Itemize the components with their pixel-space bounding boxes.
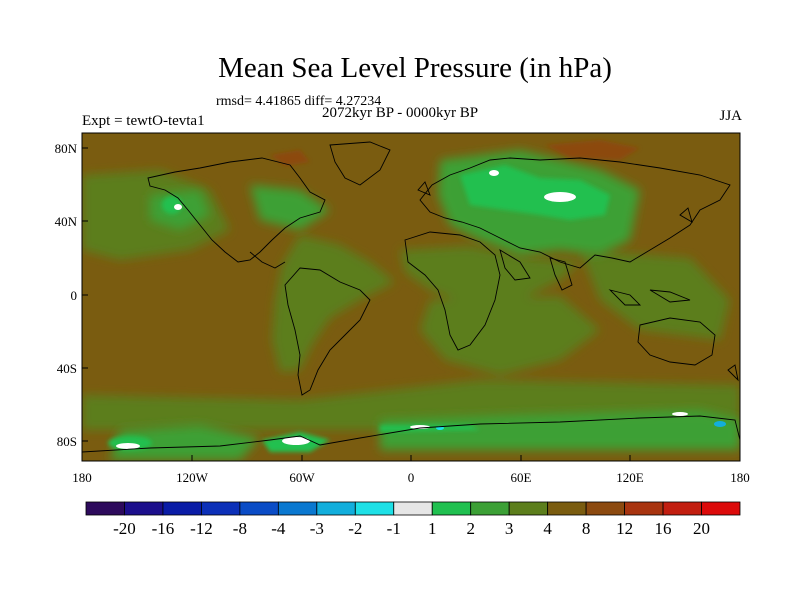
x-tick-label: 0: [408, 470, 415, 485]
colorbar-label: 20: [693, 519, 710, 538]
stats-label: rmsd= 4.41865 diff= 4.27234: [216, 94, 382, 109]
olive-tropical-atlantic-africa: [400, 246, 580, 305]
colorbar-swatch: [701, 501, 741, 516]
experiment-label: Expt = tewtO-tevta1: [82, 113, 205, 129]
colorbar-label: -12: [190, 519, 213, 538]
colorbar-swatch: [624, 501, 664, 516]
colorbar-label: 2: [466, 519, 475, 538]
colorbar-swatch: [470, 501, 510, 516]
colorbar-swatch: [85, 501, 125, 516]
plot-title: Mean Sea Level Pressure (in hPa): [218, 52, 612, 84]
cyan-spot-ross-sea: [714, 421, 726, 427]
white-spot-scandinavia: [489, 170, 499, 176]
colorbar-label: -4: [271, 519, 286, 538]
colorbar-swatch: [393, 501, 433, 516]
colorbar-swatch: [201, 501, 241, 516]
colorbar-labels: -20 -16 -12 -8 -4 -3 -2 -1 1 2 3 4 8 12 16 20: [113, 519, 710, 538]
colorbar-swatch: [508, 501, 549, 516]
colorbar-swatch: [431, 501, 472, 516]
x-tick-label: 60E: [511, 470, 532, 485]
y-tick-label: 80S: [57, 434, 77, 449]
green-antarctic-pacific: [110, 425, 260, 460]
colorbar-label: 8: [582, 519, 591, 538]
y-tick-label: 0: [71, 288, 78, 303]
colorbar-swatch: [239, 501, 279, 516]
white-spot-alaska: [174, 204, 182, 210]
white-spot-siberia: [544, 192, 576, 202]
brown-high-arctic-west: [270, 150, 310, 166]
season-label: JJA: [719, 108, 742, 124]
axis-ticks: [82, 147, 631, 461]
x-tick-label: 180: [730, 470, 750, 485]
coastlines: [82, 141, 740, 453]
colorbar-label: 4: [543, 519, 552, 538]
x-tick-label: 120E: [616, 470, 644, 485]
colorbar-label: -16: [152, 519, 175, 538]
colorbar: [85, 501, 741, 516]
colorbar-label: 1: [428, 519, 437, 538]
colorbar-label: -8: [233, 519, 247, 538]
colorbar-label: -20: [113, 519, 136, 538]
colorbar-label: -1: [387, 519, 401, 538]
y-tick-label: 80N: [55, 141, 78, 156]
colorbar-label: 12: [616, 519, 633, 538]
colorbar-label: 16: [655, 519, 672, 538]
x-tick-label: 180: [72, 470, 92, 485]
y-tick-label: 40S: [57, 361, 77, 376]
white-spot-antarctic-peninsula: [282, 437, 310, 445]
y-tick-label: 40N: [55, 214, 78, 229]
colorbar-swatch: [124, 501, 164, 516]
colorbar-label: -2: [348, 519, 362, 538]
bright-green-siberia: [460, 165, 610, 220]
colorbar-swatch: [585, 501, 625, 516]
colorbar-label: 3: [505, 519, 514, 538]
olive-south-america: [272, 235, 395, 372]
colorbar-swatch: [277, 501, 318, 516]
period-subtitle: 2072kyr BP - 0000kyr BP: [322, 105, 479, 121]
green-north-america-east: [250, 185, 330, 230]
green-antarctic-east: [380, 410, 740, 450]
pressure-field: [82, 133, 740, 461]
colorbar-label: -3: [310, 519, 324, 538]
x-tick-label: 120W: [176, 470, 209, 485]
colorbar-swatch: [547, 501, 587, 516]
olive-maritime-continent: [580, 250, 730, 340]
olive-south-atlantic: [420, 296, 600, 375]
colorbar-swatch: [662, 501, 702, 516]
colorbar-swatch: [354, 501, 395, 516]
colorbar-swatch: [162, 501, 202, 516]
white-spot-east-antarctica: [672, 412, 688, 416]
x-tick-label: 60W: [289, 470, 315, 485]
colorbar-swatch: [316, 501, 356, 516]
brown-high-arctic-east: [545, 140, 640, 160]
white-spot-ross: [116, 443, 140, 449]
